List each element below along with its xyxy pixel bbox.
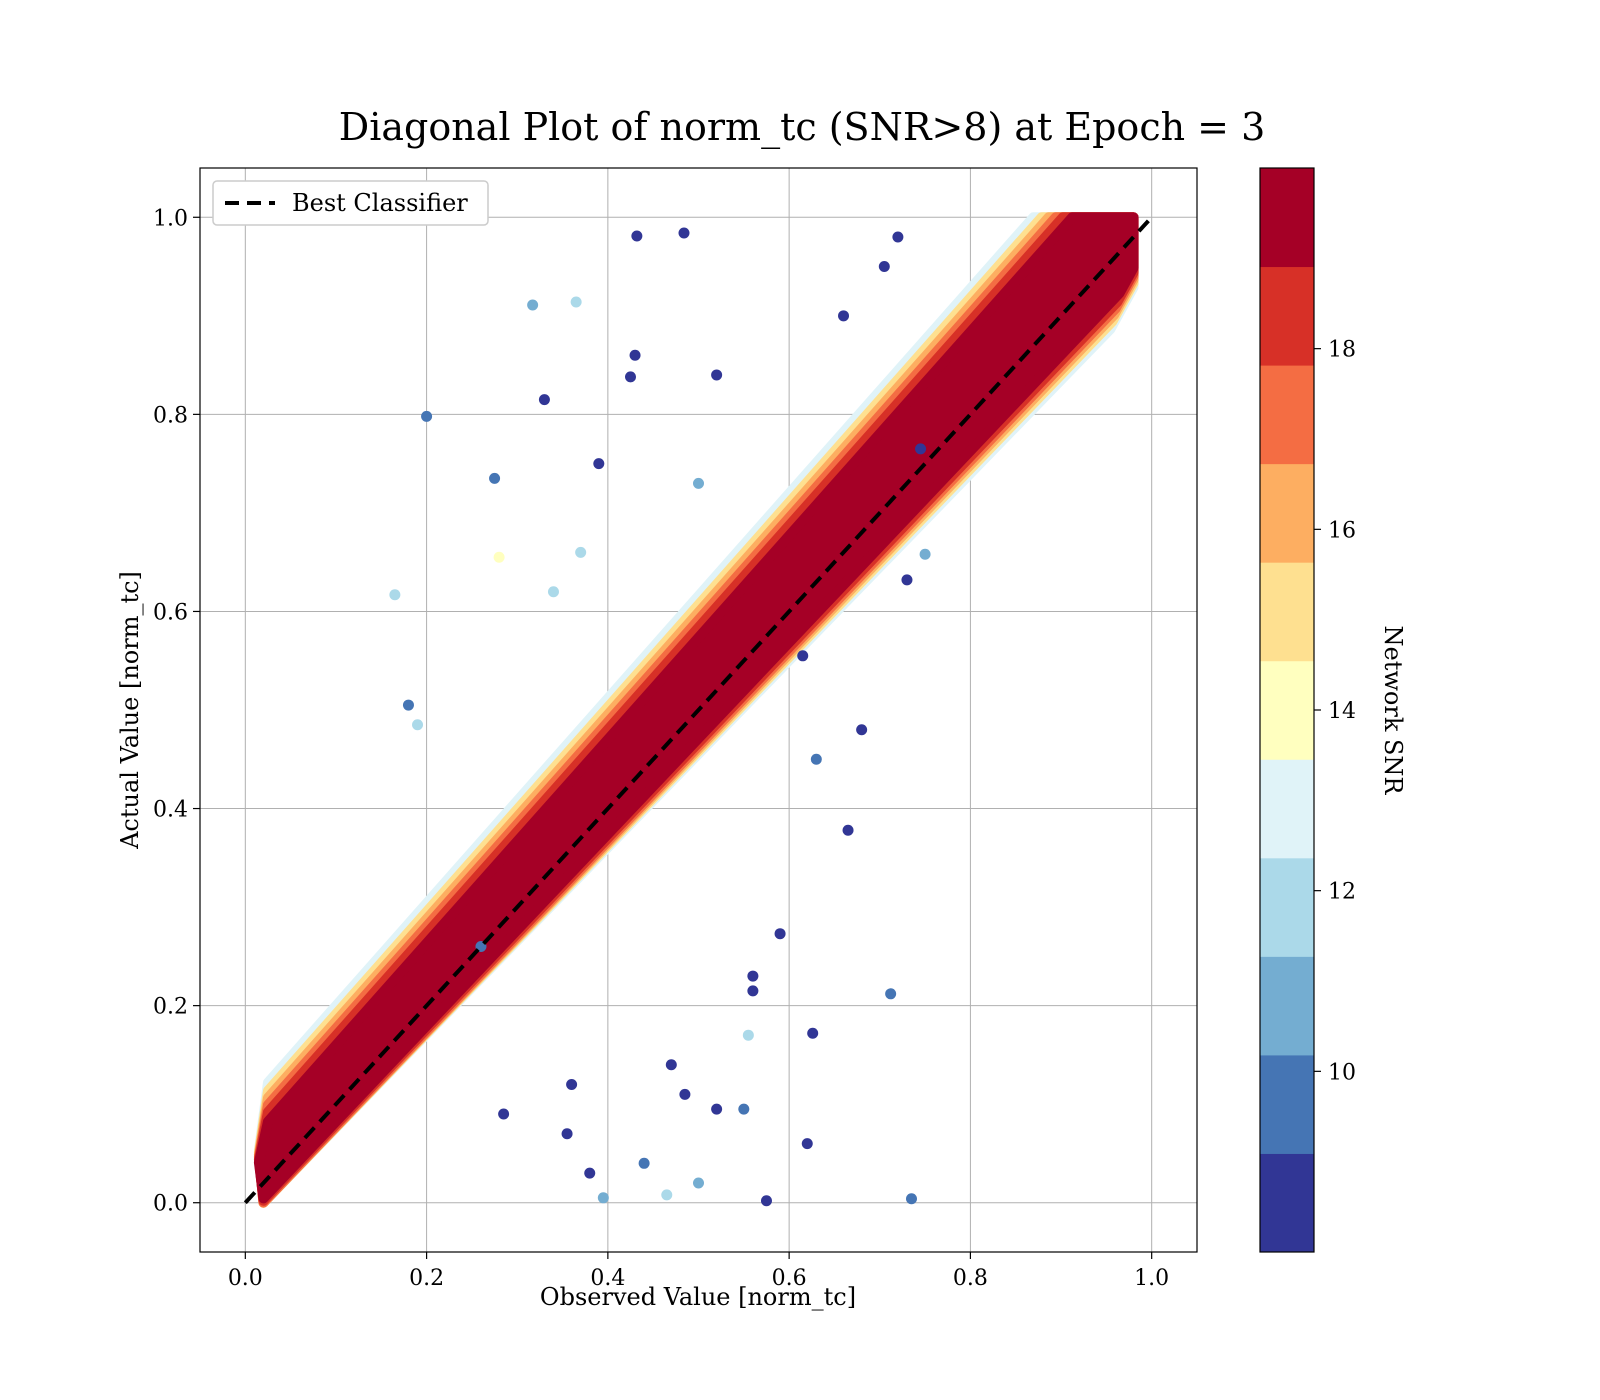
data-point xyxy=(402,699,414,711)
data-point xyxy=(807,1027,819,1039)
best-classifier-line xyxy=(243,215,1154,1205)
x-tick-label: 1.0 xyxy=(1134,1266,1169,1291)
x-tick-label: 0.4 xyxy=(590,1266,625,1291)
data-point xyxy=(742,1029,754,1041)
data-point xyxy=(679,1088,691,1100)
data-point xyxy=(561,1128,573,1140)
data-point xyxy=(797,650,809,662)
data-point xyxy=(421,410,433,422)
y-axis-label: Actual Value [norm_tc] xyxy=(116,571,144,850)
data-point xyxy=(575,546,587,558)
plot-frame xyxy=(199,167,1198,1253)
colorbar-segment xyxy=(1260,857,1314,957)
y-tick-label: 0.8 xyxy=(153,403,188,428)
colorbar-segments xyxy=(1260,168,1314,1253)
data-point xyxy=(838,310,850,322)
colorbar: 10 12 14 16 18 Network SNR xyxy=(1259,167,1407,1253)
data-point xyxy=(915,443,927,455)
data-point xyxy=(661,1189,673,1201)
y-tick-label: 0.6 xyxy=(153,600,188,625)
data-point xyxy=(625,371,637,383)
data-point xyxy=(801,1138,813,1150)
data-point xyxy=(527,299,539,311)
colorbar-tick-label: 10 xyxy=(1328,1060,1356,1085)
data-point xyxy=(593,458,605,470)
colorbar-segment xyxy=(1260,266,1314,366)
colorbar-segment xyxy=(1260,365,1314,465)
colorbar-segment xyxy=(1260,759,1314,859)
y-axis-ticks: 0.0 0.2 0.4 0.6 0.8 1.0 xyxy=(153,206,200,1217)
x-tick-label: 0.6 xyxy=(772,1266,807,1291)
data-point xyxy=(493,551,505,563)
data-point xyxy=(810,753,822,765)
legend-box xyxy=(212,180,489,226)
colorbar-segment xyxy=(1260,463,1314,563)
data-point xyxy=(905,1193,917,1205)
data-point xyxy=(760,1195,772,1207)
data-point xyxy=(412,719,424,731)
data-point xyxy=(747,985,759,997)
y-tick-label: 0.2 xyxy=(153,995,188,1020)
data-point xyxy=(597,1192,609,1204)
data-point xyxy=(711,369,723,381)
data-point xyxy=(498,1108,510,1120)
data-point xyxy=(885,988,897,1000)
data-point xyxy=(901,574,913,586)
data-point xyxy=(738,1103,750,1115)
colorbar-segment xyxy=(1260,1054,1314,1154)
data-point xyxy=(638,1157,650,1169)
data-point xyxy=(665,1059,677,1071)
colorbar-tick-label: 16 xyxy=(1328,518,1356,543)
colorbar-segment xyxy=(1260,1153,1314,1253)
data-point xyxy=(538,394,550,406)
data-point xyxy=(693,477,704,489)
data-point xyxy=(892,231,904,243)
data-point xyxy=(489,472,501,484)
y-tick-label: 1.0 xyxy=(153,206,188,231)
data-point xyxy=(919,548,931,560)
colorbar-segment xyxy=(1260,168,1314,268)
data-point xyxy=(774,928,786,940)
data-point xyxy=(878,261,890,273)
y-tick-label: 0.0 xyxy=(153,1192,188,1217)
data-point xyxy=(570,296,582,308)
data-point xyxy=(629,349,641,361)
colorbar-segment xyxy=(1260,562,1314,662)
data-point xyxy=(842,824,854,836)
data-point xyxy=(747,970,759,982)
plot-area xyxy=(199,167,1198,1253)
colorbar-segment xyxy=(1260,956,1314,1056)
data-point xyxy=(547,586,559,598)
colorbar-label: Network SNR xyxy=(1379,626,1407,796)
y-tick-label: 0.4 xyxy=(153,798,188,823)
colorbar-tick-label: 12 xyxy=(1328,880,1356,905)
data-point xyxy=(856,724,868,736)
data-point xyxy=(584,1167,596,1179)
x-tick-label: 0.8 xyxy=(953,1266,988,1291)
data-point xyxy=(693,1177,704,1189)
legend-label: Best Classifier xyxy=(292,189,468,217)
colorbar-segment xyxy=(1260,660,1314,760)
data-point xyxy=(711,1103,723,1115)
data-point xyxy=(475,941,487,953)
legend: Best Classifier xyxy=(212,180,489,226)
x-tick-label: 0.0 xyxy=(228,1266,263,1291)
data-point xyxy=(389,589,401,601)
x-axis-ticks: 0.0 0.2 0.4 0.6 0.8 1.0 xyxy=(228,1252,1169,1291)
colorbar-tick-label: 18 xyxy=(1328,338,1356,363)
data-point xyxy=(678,227,690,239)
x-tick-label: 0.2 xyxy=(409,1266,444,1291)
scatter-points xyxy=(389,227,931,1207)
colorbar-ticks: 10 12 14 16 18 xyxy=(1314,338,1356,1085)
x-axis-label: Observed Value [norm_tc] xyxy=(540,1283,856,1311)
chart-title: Diagonal Plot of norm_tc (SNR>8) at Epoc… xyxy=(339,105,1266,150)
data-point xyxy=(566,1078,578,1090)
data-point xyxy=(631,230,643,242)
colorbar-tick-label: 14 xyxy=(1328,699,1356,724)
